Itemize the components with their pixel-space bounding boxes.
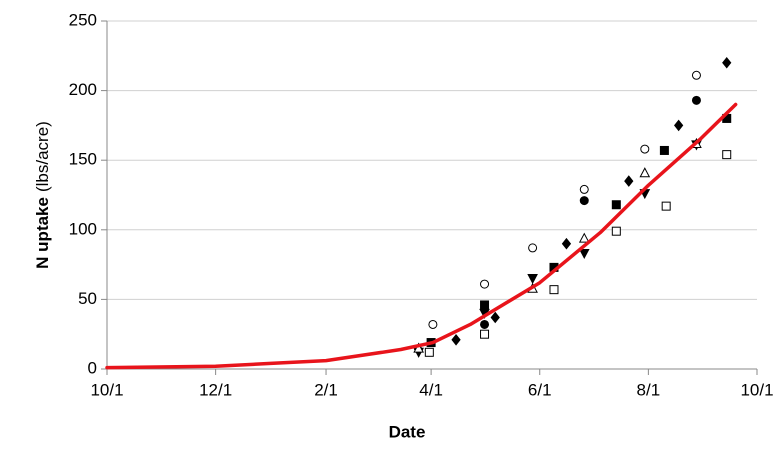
x-tick-label: 2/1 [314,380,338,399]
marker-triangle-up [639,167,651,178]
marker-square [611,226,621,236]
marker-circle [480,279,490,289]
marker-circle [579,196,589,206]
x-tick-label: 10/1 [740,380,773,399]
marker-circle [579,184,589,194]
marker-diamond [624,175,634,187]
marker-diamond [490,311,500,324]
marker-square [480,300,490,310]
marker-triangle-down [527,274,538,285]
marker-triangle-down [578,248,590,260]
x-tick-label: 8/1 [637,380,661,399]
fit-line [105,102,738,370]
marker-circle [428,319,438,329]
marker-square [480,329,490,339]
marker-circle [528,243,538,253]
x-tick-label: 4/1 [419,380,443,399]
y-axis-label-unit: (lbs/acre) [33,121,52,192]
y-tick-label: 50 [78,289,97,308]
marker-circle [691,95,701,105]
marker-diamond [722,56,732,69]
marker-square [661,201,671,211]
marker-square [424,347,434,357]
marker-square [722,150,732,160]
marker-diamond [674,119,684,132]
marker-square [659,145,669,155]
y-tick-label: 200 [69,80,97,99]
marker-triangle-up [578,232,590,243]
x-tick-label: 6/1 [528,380,552,399]
marker-diamond [561,237,572,250]
marker-circle [480,319,490,329]
y-tick-label: 150 [69,150,97,169]
y-axis-label-bold: N uptake [33,197,52,269]
x-axis-label: Date [389,422,426,441]
y-tick-label: 250 [69,10,97,29]
marker-diamond [451,333,461,346]
marker-circle [691,70,701,80]
x-tick-label: 10/1 [90,380,123,399]
marker-circle [640,144,650,154]
marker-square [611,200,621,210]
marker-square [549,285,559,295]
y-tick-label: 100 [69,219,97,238]
y-tick-label: 0 [88,358,97,377]
x-tick-label: 12/1 [199,380,232,399]
y-axis-label: N uptake (lbs/acre) [33,121,52,269]
